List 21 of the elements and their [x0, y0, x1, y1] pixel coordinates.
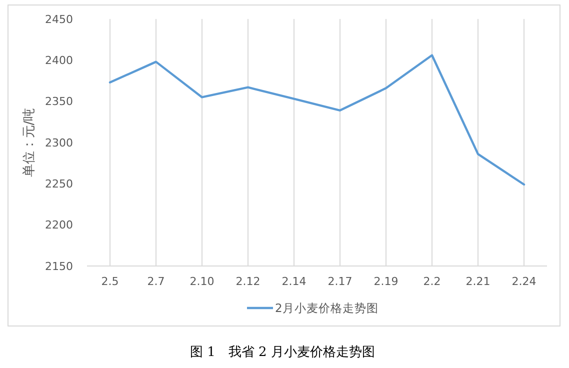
line-series	[108, 54, 526, 186]
x-tick-label: 2.12	[236, 275, 260, 288]
y-tick-label: 2400	[45, 54, 73, 68]
x-tick-label: 2.21	[466, 275, 490, 288]
x-tick-label: 2.2	[423, 275, 441, 288]
y-tick-label: 2150	[45, 260, 73, 273]
legend-label: 2月小麦价格走势图	[275, 301, 378, 316]
x-tick-label: 2.7	[147, 275, 165, 288]
x-tick-label: 2.5	[101, 275, 119, 288]
y-tick-label: 2250	[45, 178, 73, 191]
x-tick-label: 2.17	[328, 275, 352, 288]
y-tick-label: 2350	[45, 95, 73, 108]
x-tick-label: 2.24	[512, 275, 536, 288]
x-tick-label: 2.19	[374, 275, 398, 288]
y-tick-label: 2300	[45, 136, 73, 150]
y-axis-title: 单位：元/吨	[22, 108, 37, 178]
x-tick-label: 2.14	[282, 275, 306, 288]
caption: 图 1 我省 2 月小麦价格走势图	[190, 345, 375, 360]
x-tick-label: 2.10	[190, 275, 214, 288]
y-tick-label: 2450	[45, 12, 73, 26]
y-tick-label: 2200	[45, 218, 73, 232]
